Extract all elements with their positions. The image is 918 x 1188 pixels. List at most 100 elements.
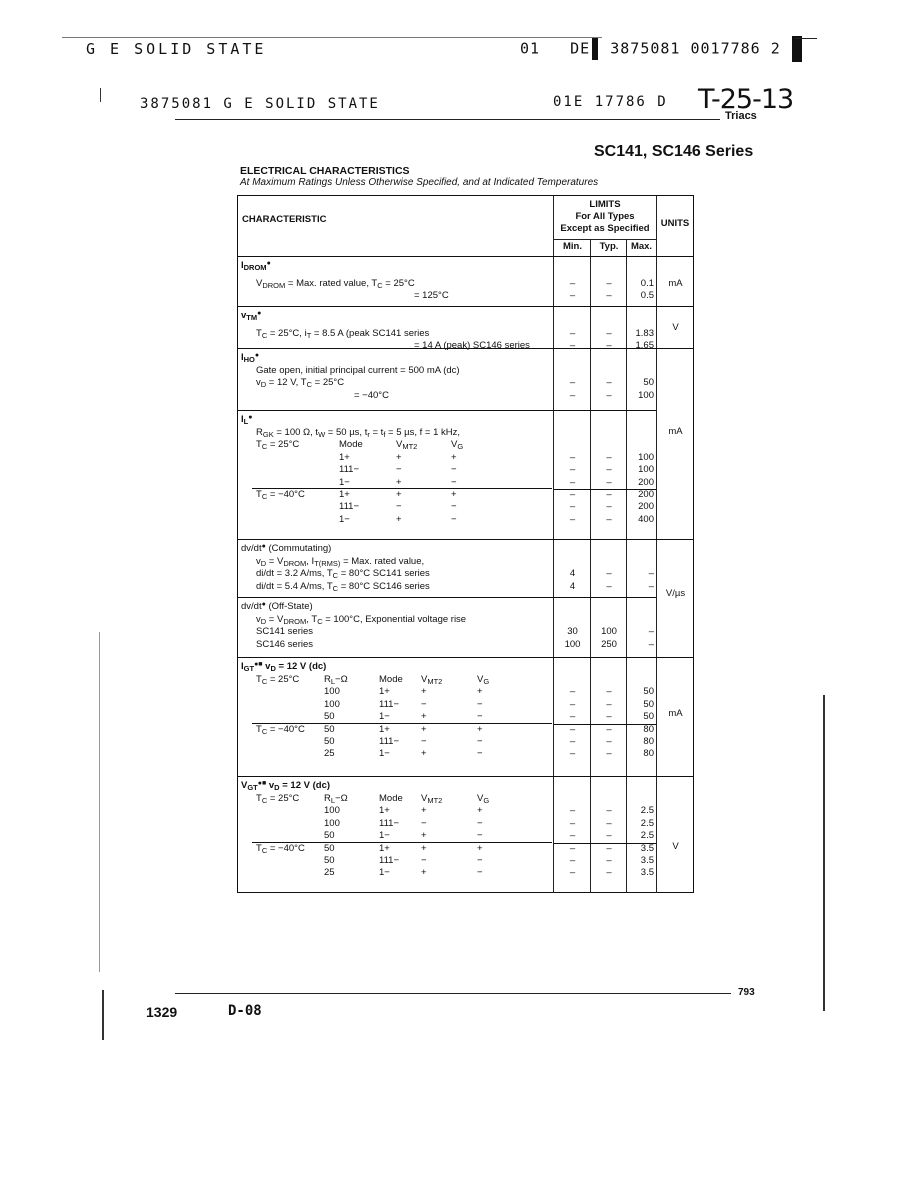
limit-min: – xyxy=(569,488,576,500)
limit-min: – xyxy=(569,817,576,829)
condition-cell: + xyxy=(421,842,427,854)
header-units: UNITS xyxy=(660,218,690,229)
condition-line: TC = 25°C, iT = 8.5 A (peak SC141 series… xyxy=(238,328,656,340)
condition-cell: TC = −40°C xyxy=(256,842,305,855)
condition-line: 100 1+ + + – – 2.5 xyxy=(238,805,656,817)
limit-typ: – xyxy=(591,711,627,725)
unit-label: mA xyxy=(668,708,683,719)
characteristic-section: vTM● TC = 25°C, iT = 8.5 A (peak SC141 se… xyxy=(238,306,656,351)
limit-typ: – xyxy=(606,735,612,747)
scan-margin-bar xyxy=(823,695,825,1011)
condition-cell: VMT2 xyxy=(421,674,443,686)
scan-margin-mark xyxy=(99,632,100,972)
condition-cell: Mode xyxy=(379,674,403,685)
limit-typ: – xyxy=(606,580,612,592)
group-underline xyxy=(252,841,552,843)
limit-typ: 250 xyxy=(601,638,617,650)
condition-cell: 1− xyxy=(339,476,350,488)
condition-line: 111− − − – – 100 xyxy=(238,464,656,476)
condition-line: TC = −40°C 50 1+ + + – – 3.5 xyxy=(238,843,656,855)
limit-max: 2.5 xyxy=(627,830,656,844)
condition-cell: 1+ xyxy=(379,842,390,854)
characteristic-section: IL● RGK = 100 Ω, tW = 50 µs, tr = tf = 5 … xyxy=(238,410,656,539)
limit-typ: – xyxy=(606,488,612,500)
parameter-symbol: IHO● xyxy=(238,351,656,365)
condition-text: SC141 series xyxy=(256,626,314,638)
condition-cell: + xyxy=(477,686,483,698)
header-code-line1: 01 DE 3875081 0017786 2 xyxy=(520,38,781,60)
condition-text: di/dt = 5.4 A/ms, TC = 80°C SC146 series xyxy=(256,580,430,593)
characteristic-section: IGT●■ vD = 12 V (dc) TC = 25°C RL−Ω Mode VMT… xyxy=(238,657,656,776)
condition-cell: − xyxy=(477,867,483,879)
limit-typ: – xyxy=(606,464,612,476)
condition-cell: 25 xyxy=(324,867,335,879)
limit-max: – xyxy=(648,568,654,580)
footer-doc-code: D-08 xyxy=(228,1003,262,1019)
condition-cell: − xyxy=(477,711,483,723)
condition-cell: − xyxy=(477,735,483,747)
condition-cell: VG xyxy=(477,793,490,805)
condition-cell: 1+ xyxy=(379,686,390,698)
condition-line: 1+ + + – – 100 xyxy=(238,452,656,464)
condition-cell: 1+ xyxy=(339,488,350,500)
condition-cell: − xyxy=(451,464,457,476)
condition-cell: + xyxy=(421,830,427,842)
condition-cell: TC = −40°C xyxy=(256,488,305,501)
units-divider xyxy=(656,539,694,540)
condition-line: vD = VDROM, TC = 100°C, Exponential volt… xyxy=(238,614,656,626)
condition-cell: 50 xyxy=(324,854,335,866)
limit-min: 30 xyxy=(567,626,578,638)
limit-typ: – xyxy=(606,290,612,302)
limits-divider xyxy=(554,239,656,240)
condition-cell: − xyxy=(477,817,483,829)
limit-typ: 100 xyxy=(601,626,617,638)
header-code-a: 01 xyxy=(520,39,541,58)
header-limits: LIMITS For All Types Except as Specified xyxy=(554,199,656,235)
condition-line: TC = −40°C 1+ + + – – 200 xyxy=(238,489,656,501)
condition-line: 50 111− − − – – 80 xyxy=(238,736,656,748)
series-title: SC141, SC146 Series xyxy=(594,143,754,160)
header-code-line2: 01E 17786 D xyxy=(553,94,668,110)
condition-cell: 1+ xyxy=(379,805,390,817)
condition-line: 100 111− − − – – 50 xyxy=(238,699,656,711)
limit-typ: – xyxy=(606,451,612,463)
limit-max: 200 xyxy=(627,477,656,490)
condition-cell: 1− xyxy=(379,748,390,760)
condition-line: 1− + − – –200 xyxy=(238,476,656,490)
condition-cell: 100 xyxy=(324,817,340,829)
limit-max: 0.5 xyxy=(640,290,654,302)
condition-line: 100 1+ + + – – 50 xyxy=(238,686,656,698)
limit-min: – xyxy=(569,389,576,401)
characteristic-section: IDROM● VDROM = Max. rated value, TC = 25°… xyxy=(238,256,656,306)
condition-line: TC = 25°C Mode VMT2 VG xyxy=(238,439,656,451)
condition-line: VDROM = Max. rated value, TC = 25°C – – 0.1 xyxy=(238,278,656,290)
col-divider xyxy=(553,196,554,893)
condition-line: SC141 series 30 100 – xyxy=(238,626,656,638)
limit-max: 80 xyxy=(643,735,654,747)
condition-cell: + xyxy=(421,867,427,879)
condition-cell: 100 xyxy=(324,805,340,817)
parameter-symbol: IDROM● xyxy=(238,259,656,273)
limit-typ: – xyxy=(606,723,612,735)
condition-line: TC = 25°C RL−Ω Mode VMT2 VG xyxy=(238,793,656,805)
parameter-symbol: vTM● xyxy=(238,309,656,323)
limit-min: – xyxy=(569,328,576,339)
parameter-symbol: dv/dt● (Off-State) xyxy=(238,600,656,614)
condition-cell: − xyxy=(421,854,427,866)
condition-cell: Mode xyxy=(339,439,363,451)
condition-line: 111− − − – – 200 xyxy=(238,501,656,513)
condition-cell: 111− xyxy=(379,735,399,747)
parameter-name: IGT●■ vD = 12 V (dc) xyxy=(241,661,327,673)
barcode-block xyxy=(592,38,599,60)
condition-cell: VG xyxy=(477,674,490,686)
limit-typ: – xyxy=(606,568,612,580)
condition-line: 50 1− + − – –2.5 xyxy=(238,830,656,844)
limit-min: – xyxy=(554,830,591,844)
limit-typ: – xyxy=(591,477,627,490)
units-divider xyxy=(656,348,694,349)
limits-label: LIMITS xyxy=(589,199,621,210)
condition-line: = 125°C – – 0.5 xyxy=(238,290,656,302)
limit-max: 1.65 xyxy=(635,340,655,352)
limit-min: – xyxy=(569,278,576,289)
limit-max: 0.1 xyxy=(640,278,654,289)
